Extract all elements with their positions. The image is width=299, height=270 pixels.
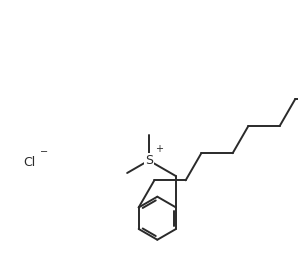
Text: S: S	[145, 154, 153, 167]
Text: −: −	[40, 147, 48, 157]
Text: Cl: Cl	[23, 156, 36, 169]
Text: +: +	[155, 144, 163, 154]
